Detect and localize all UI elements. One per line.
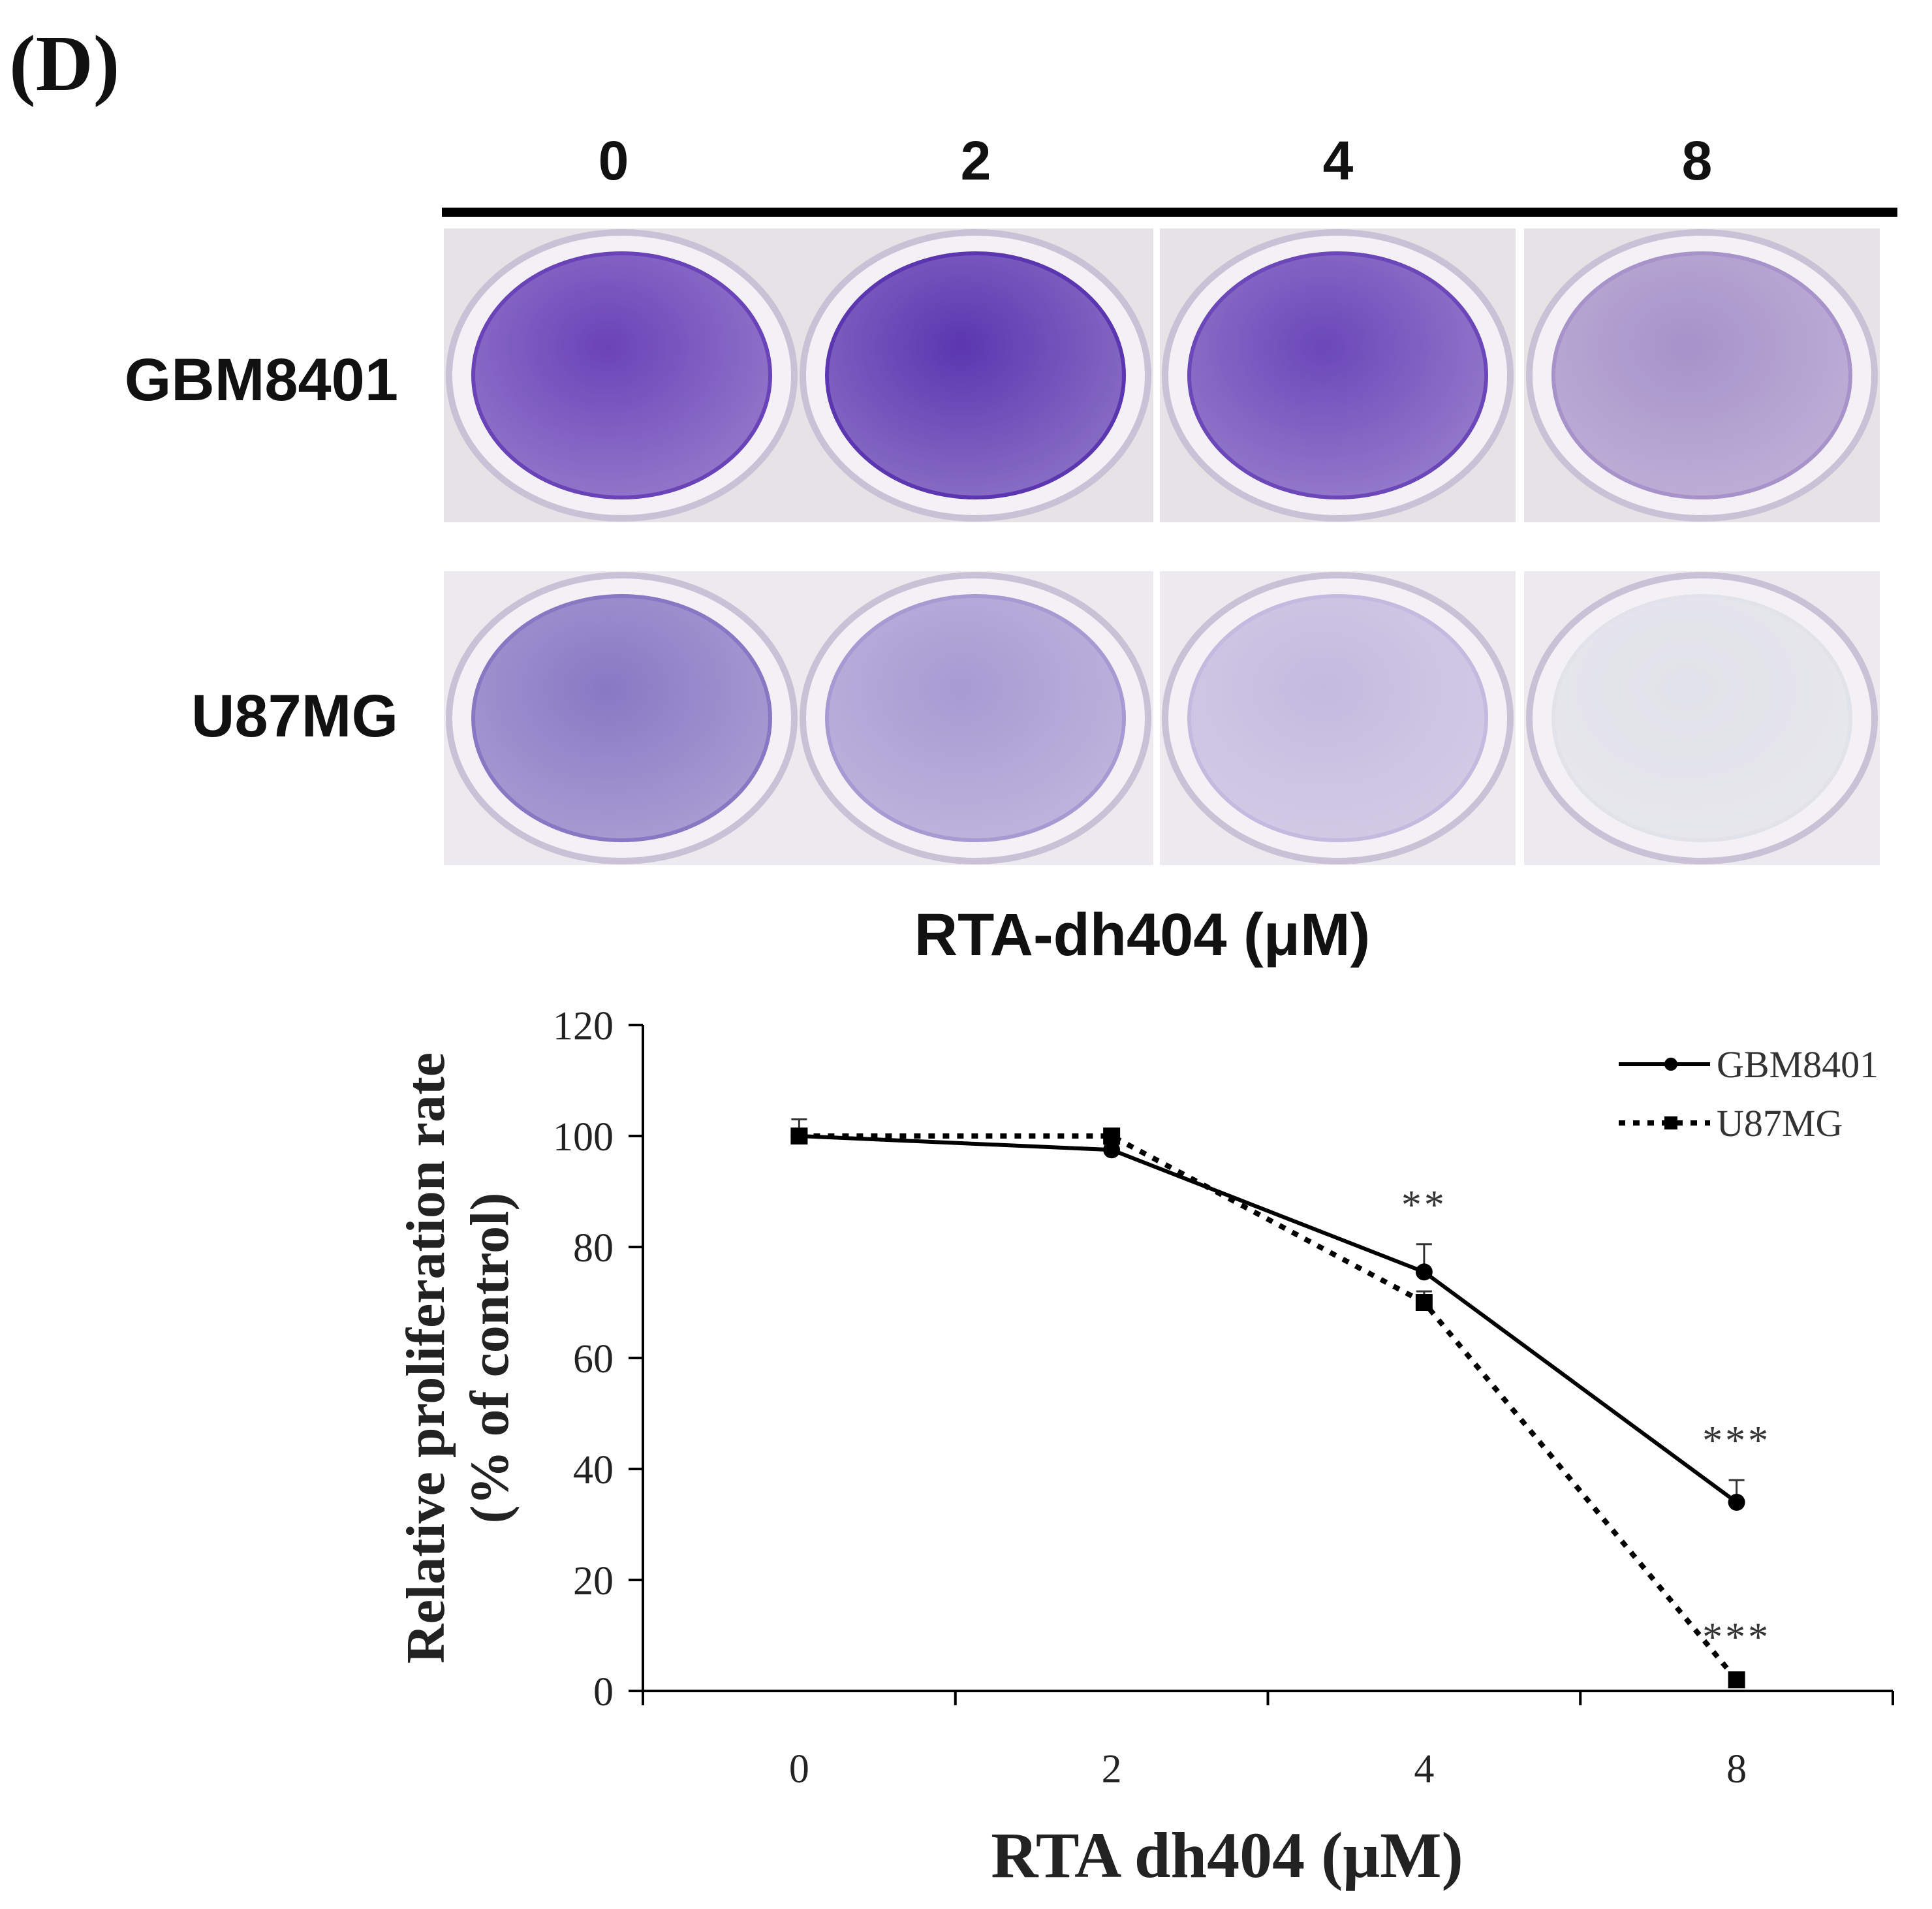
x-tick-label: 8 <box>1726 1747 1747 1791</box>
proliferation-chart: 0 20 40 60 80 100 120 0 2 4 8 RTA dh404 (μM) Relativ… <box>396 1004 1894 1891</box>
data-point-u87mg <box>1415 1294 1433 1311</box>
data-point-gbm8401 <box>1103 1141 1121 1159</box>
legend-label-gbm8401: GBM8401 <box>1717 1043 1878 1086</box>
data-point-u87mg <box>790 1128 808 1144</box>
photo-axis-label: RTA-dh404 (μM) <box>914 902 1371 968</box>
y-tick-label: 80 <box>573 1226 614 1270</box>
x-tick-label: 0 <box>789 1747 809 1791</box>
y-tick-label: 20 <box>573 1559 614 1603</box>
well-photo-u87mg-0 <box>444 571 800 865</box>
well-photo-gbm8401-4 <box>1160 229 1516 522</box>
x-tick-label: 2 <box>1102 1747 1122 1791</box>
well-photo-u87mg-2 <box>798 571 1153 865</box>
well-photo-gbm8401-0 <box>444 229 800 522</box>
series-line-gbm8401 <box>799 1134 1738 1504</box>
dose-label-8: 8 <box>1681 130 1713 191</box>
y-tick-label: 60 <box>573 1337 614 1381</box>
legend-marker <box>1664 1116 1677 1129</box>
y-tick-label: 40 <box>573 1448 614 1492</box>
well-photo-u87mg-8 <box>1524 571 1880 865</box>
dose-label-0: 0 <box>598 130 629 191</box>
significance-label: ** <box>1401 1183 1447 1227</box>
data-point-gbm8401 <box>1728 1494 1745 1511</box>
legend-label-u87mg: U87MG <box>1717 1102 1843 1144</box>
well-photo-u87mg-4 <box>1160 571 1516 865</box>
well-photo-gbm8401-8 <box>1524 229 1880 522</box>
series-line-u87mg <box>799 1133 1739 1682</box>
significance-label: *** <box>1702 1615 1771 1660</box>
legend-marker <box>1664 1058 1677 1071</box>
dose-bracket-line <box>442 208 1897 217</box>
y-tick-label: 120 <box>553 1004 614 1049</box>
row-label-u87mg: U87MG <box>191 683 398 749</box>
well-photo-gbm8401-2 <box>798 229 1153 522</box>
significance-label: *** <box>1702 1419 1771 1463</box>
panel-label: (D) <box>9 20 120 108</box>
data-point-gbm8401 <box>1415 1263 1433 1281</box>
y-tick-label: 0 <box>593 1670 614 1714</box>
row-label-gbm8401: GBM8401 <box>124 347 398 413</box>
data-point-u87mg <box>1728 1671 1745 1688</box>
data-point-u87mg <box>1103 1128 1121 1144</box>
dose-label-2: 2 <box>960 130 991 191</box>
y-axis-title: Relative proliferation rate(% of control… <box>396 1052 520 1664</box>
x-axis-title: RTA dh404 (μM) <box>991 1819 1463 1891</box>
x-tick-label: 4 <box>1414 1747 1434 1791</box>
y-tick-label: 100 <box>553 1115 614 1160</box>
dose-label-4: 4 <box>1322 130 1354 191</box>
